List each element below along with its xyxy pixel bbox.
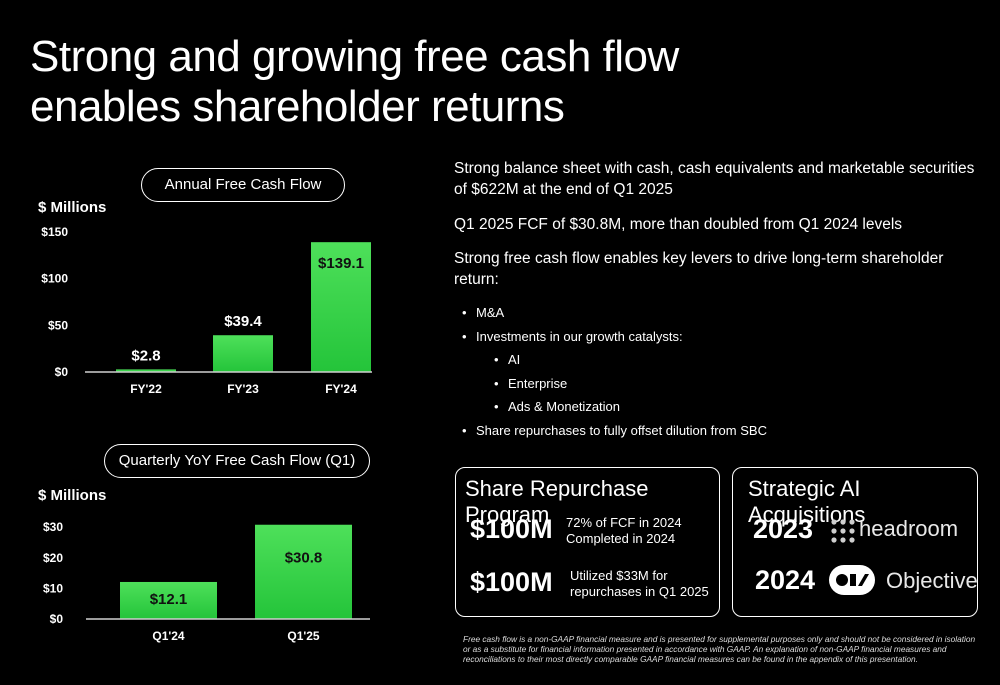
bar-value-label: $30.8: [285, 550, 323, 567]
ai-acquisitions-box: Strategic AI Acquisitions 2023 headroom …: [732, 467, 978, 617]
y-tick-label: $50: [48, 318, 68, 332]
y-tick-label: $0: [50, 612, 64, 626]
sub-bullet-ads: Ads & Monetization: [494, 399, 767, 423]
bar-value-label: $139.1: [318, 255, 364, 272]
quarterly-fcf-chart-title: Quarterly YoY Free Cash Flow (Q1): [104, 444, 370, 478]
bullet-share-repurchases: Share repurchases to fully offset diluti…: [462, 423, 767, 447]
slide-title: Strong and growing free cash flow enable…: [30, 32, 679, 132]
repurchase-amount-1: $100M: [470, 514, 553, 544]
repurchase-desc-2-line-1: Utilized $33M for: [570, 568, 668, 583]
annual-fcf-chart-title: Annual Free Cash Flow: [141, 168, 345, 202]
share-repurchase-box: Share Repurchase Program $100M 72% of FC…: [455, 467, 720, 617]
repurchase-desc-2-line-2: repurchases in Q1 2025: [570, 584, 709, 599]
title-line-2: enables shareholder returns: [30, 82, 565, 131]
bar-value-label: $39.4: [224, 313, 262, 330]
repurchase-desc-2: Utilized $33M for repurchases in Q1 2025: [570, 568, 709, 600]
bar-q125: [255, 524, 352, 619]
acquisition-year-2024: 2024: [755, 565, 816, 595]
levers-bullet-list: M&A Investments in our growth catalysts:…: [462, 305, 767, 447]
annual-fcf-chart: $0 $50 $100 $150 $2.8 FY'22 $39.4 FY'23 $139.1 FY…: [41, 225, 372, 396]
ai-acquisitions-title: Strategic AI Acquisitions: [748, 476, 866, 527]
bar-value-label: $2.8: [131, 347, 160, 364]
non-gaap-footnote: Free cash flow is a non-GAAP financial m…: [463, 634, 976, 664]
y-tick-label: $30: [43, 520, 63, 534]
repurchase-desc-1: 72% of FCF in 2024 Completed in 2024: [566, 515, 682, 547]
balance-sheet-paragraph: Strong balance sheet with cash, cash equ…: [454, 160, 975, 198]
x-category-label: FY'24: [325, 382, 357, 396]
bar-fy22: [116, 369, 176, 372]
acquisition-year-2023: 2023: [753, 514, 814, 544]
sub-bullet-enterprise: Enterprise: [494, 376, 767, 400]
x-category-label: FY'22: [130, 382, 162, 396]
y-tick-label: $0: [55, 365, 69, 379]
repurchase-desc-1-line-1: 72% of FCF in 2024: [566, 515, 682, 530]
x-category-label: FY'23: [227, 382, 259, 396]
bar-fy23: [213, 335, 273, 372]
bar-q124: [120, 581, 217, 619]
bar-fy24: [311, 242, 371, 372]
y-tick-label: $100: [41, 272, 68, 286]
x-category-label: Q1'24: [152, 629, 185, 643]
share-repurchase-title: Share Repurchase Program: [465, 476, 649, 527]
bar-value-label: $12.1: [150, 591, 188, 608]
annual-chart-units-label: $ Millions: [38, 199, 107, 216]
key-levers-paragraph: Strong free cash flow enables key levers…: [454, 250, 944, 288]
y-tick-label: $150: [41, 225, 68, 239]
repurchase-amount-2: $100M: [470, 567, 553, 597]
quarterly-chart-units-label: $ Millions: [38, 487, 107, 504]
sub-bullet-ai: AI: [494, 352, 767, 376]
acquisition-name-objective: Objective: [886, 568, 978, 593]
y-tick-label: $20: [43, 551, 63, 565]
q1-fcf-paragraph: Q1 2025 FCF of $30.8M, more than doubled…: [454, 216, 903, 233]
repurchase-desc-1-line-2: Completed in 2024: [566, 531, 676, 546]
bullet-ma: M&A: [462, 305, 767, 329]
objective-logo-icon: [829, 565, 875, 595]
y-tick-label: $10: [43, 581, 63, 595]
headroom-logo-icon: [831, 519, 855, 543]
title-line-1: Strong and growing free cash flow: [30, 32, 679, 81]
quarterly-fcf-chart: $0 $10 $20 $30 $12.1 Q1'24 $30.8 Q1'25: [43, 520, 370, 643]
x-category-label: Q1'25: [287, 629, 320, 643]
bullet-growth-catalysts: Investments in our growth catalysts:: [462, 329, 767, 353]
acquisition-name-headroom: headroom: [859, 516, 959, 541]
